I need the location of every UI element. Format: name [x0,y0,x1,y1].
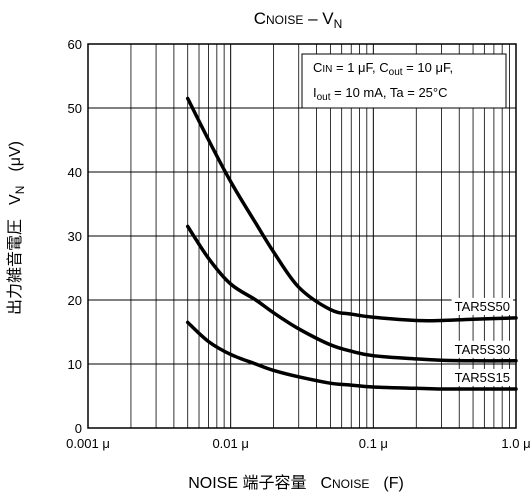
y-tick-label: 60 [68,37,82,52]
y-tick-label: 40 [68,165,82,180]
plot-frame [87,43,517,429]
conditions-line-2: Iout = 10 mA, Ta = 25°C [313,85,448,103]
series-line [185,224,518,363]
series-label-background [451,340,513,358]
x-axis-ticks: 0.001 μ 0.01 μ 0.1 μ 1.0 μ [66,436,530,451]
y-tick-label: 10 [68,357,82,372]
series-label: TAR5S15 [455,370,510,385]
series-label-background [451,297,513,315]
x-axis-label: NOISE 端子容量 CNOISE (F) [188,474,404,492]
conditions-box: CIN = 1 μF, Cout = 10 μF, Iout = 10 mA, … [301,53,507,109]
conditions-box-frame [301,53,507,109]
y-tick-label: 20 [68,293,82,308]
conditions-line-1: CIN = 1 μF, Cout = 10 μF, [313,60,453,78]
y-tick-label: 0 [75,421,82,436]
series-line [185,96,518,323]
x-tick-label: 0.001 μ [66,436,110,451]
y-axis-label: 出力雑音電圧VN(μV) [6,141,27,315]
plot-border [87,43,517,429]
chart-title: CNOISE – VN [254,9,343,31]
y-axis-ticks: 0 10 20 30 40 50 60 [68,37,82,436]
x-tick-label: 1.0 μ [501,436,530,451]
x-tick-label: 0.1 μ [359,436,388,451]
series-label: TAR5S30 [455,342,510,357]
series-label: TAR5S50 [455,299,510,314]
y-tick-label: 50 [68,101,82,116]
series-label-background [451,368,513,386]
series-labels: TAR5S50 TAR5S30 TAR5S15 [451,297,513,386]
x-tick-label: 0.01 μ [212,436,248,451]
series-line [185,320,518,391]
series-lines [185,96,518,391]
y-tick-label: 30 [68,229,82,244]
